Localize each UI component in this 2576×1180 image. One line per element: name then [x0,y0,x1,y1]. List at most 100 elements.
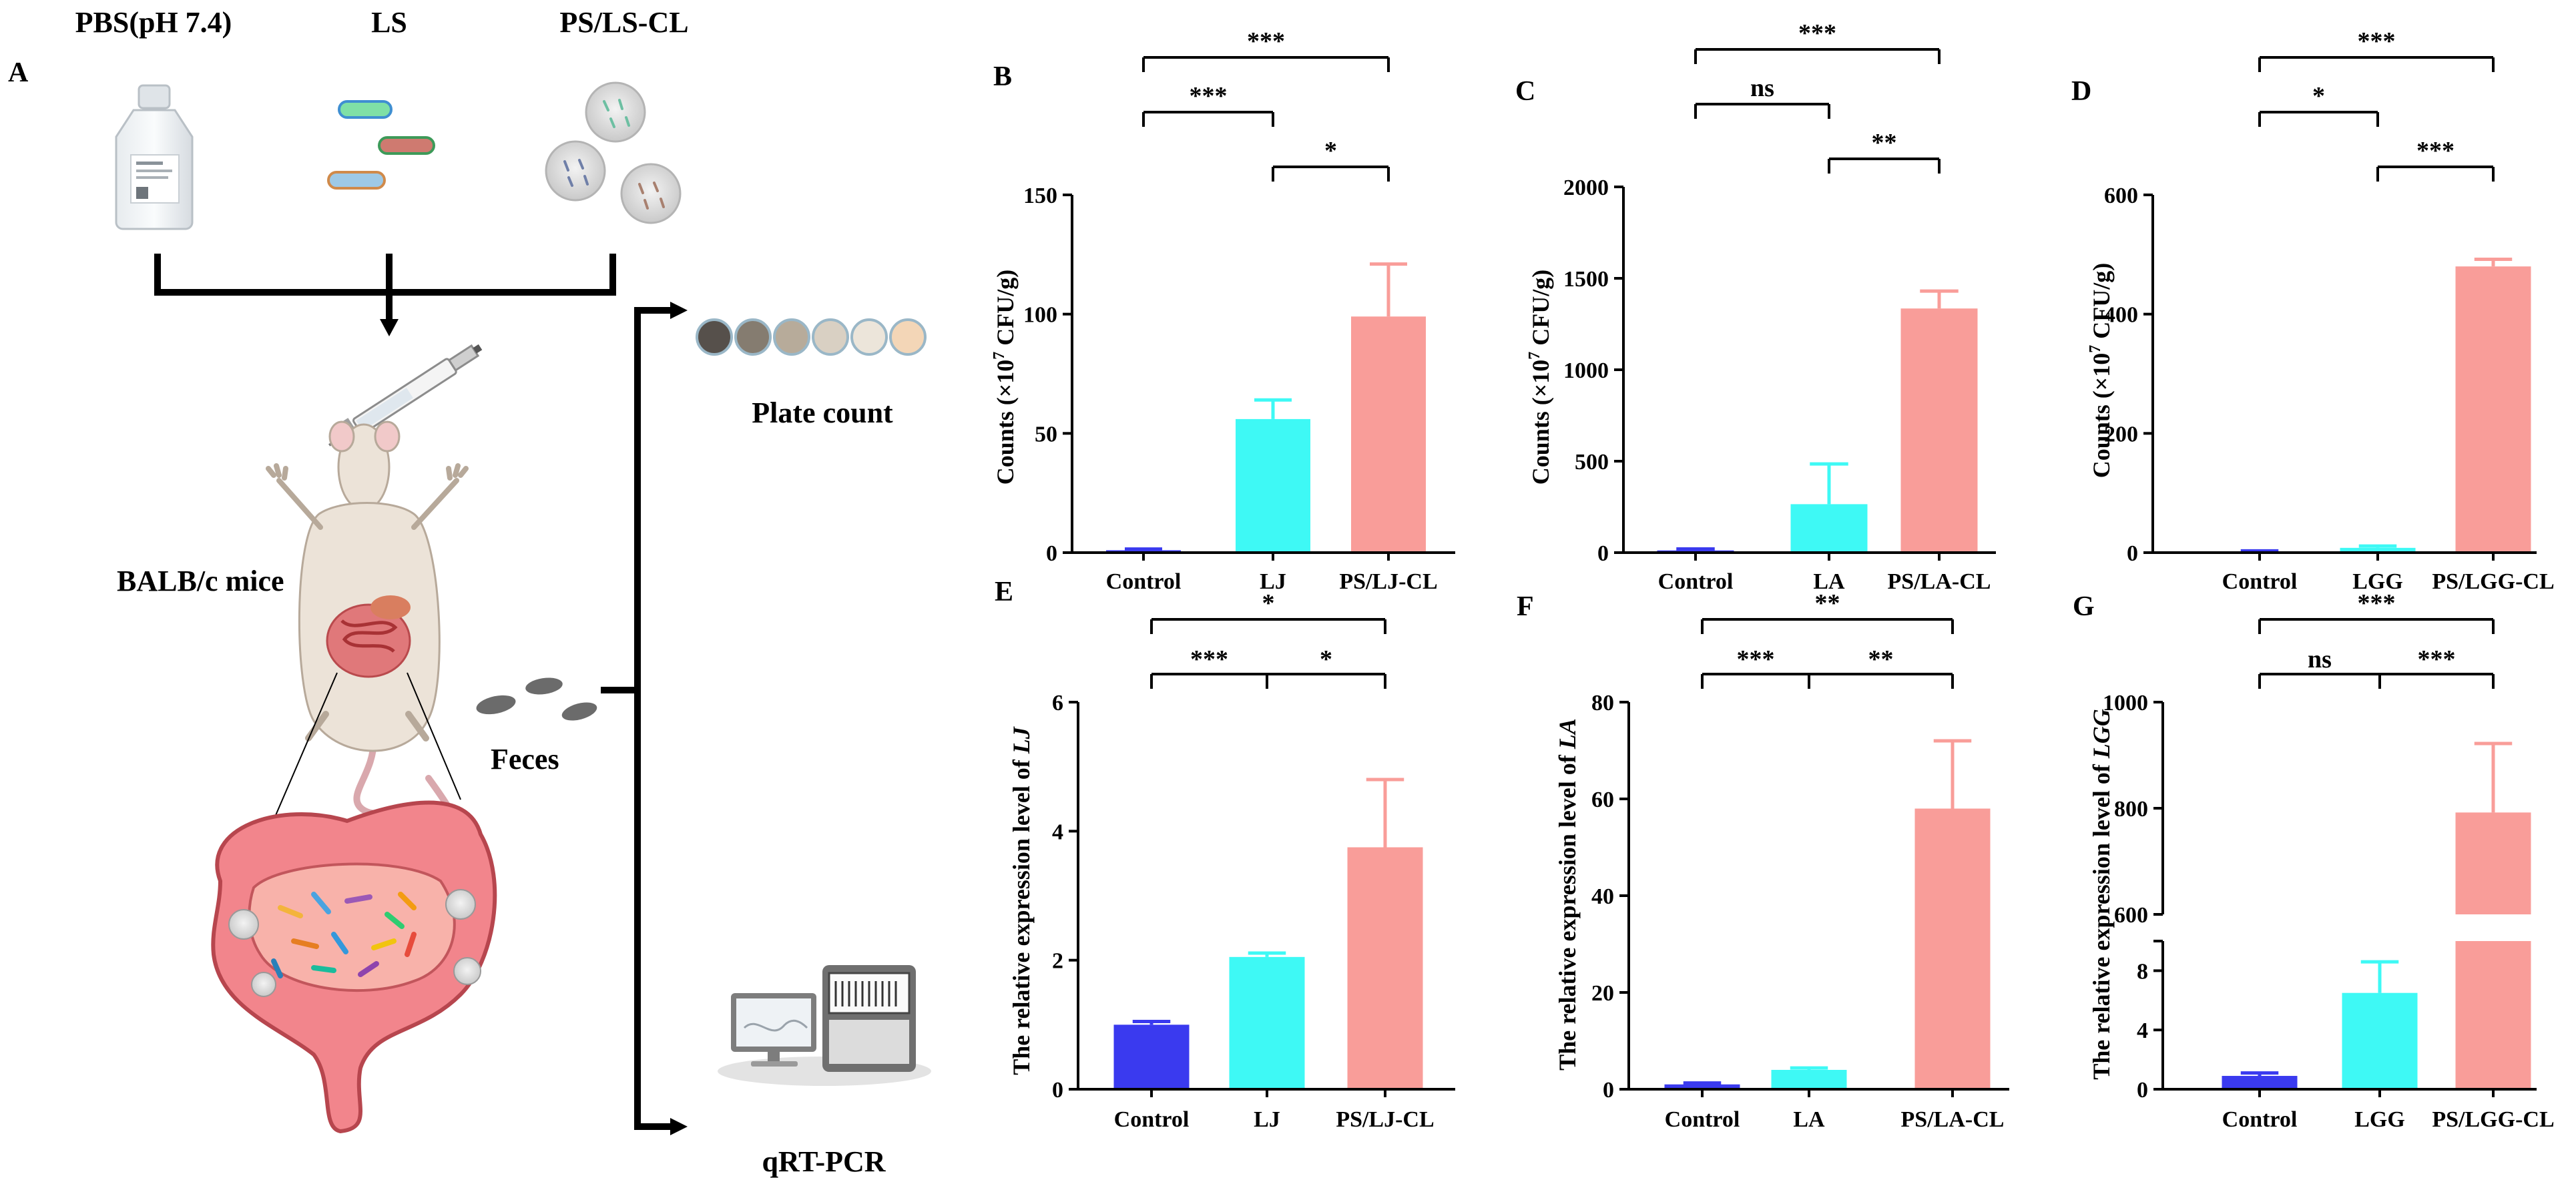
x-tick-label: PS/LJ-CL [1336,1107,1434,1132]
x-tick-label: Control [1665,1107,1740,1132]
bar-PS/LA-CL [1914,808,1991,1089]
x-tick-label: LJ [1254,1107,1280,1132]
y-tick-label: 150 [1023,184,1057,208]
plate-count-label: Plate count [752,396,893,429]
y-tick-label: 600 [2114,903,2148,928]
bar-PS/LJ-CL [1347,847,1423,1089]
panel-letter: B [993,61,1012,92]
intestine-icon [211,800,497,1134]
y-tick-label: 60 [1591,788,1614,812]
bar-PS/LGG-CL [2455,266,2531,553]
significance-label: *** [2358,27,2396,55]
y-tick-label: 0 [2137,1078,2148,1103]
y-tick-label: 50 [1035,422,1057,447]
y-axis-label-main: The relative expression level of [1008,754,1035,1075]
panel-letter: D [2071,76,2091,107]
pcr-machine-icon [718,965,931,1086]
significance-label: *** [1190,82,1228,110]
y-axis-label: The relative expression level of LA [1554,718,1581,1071]
panel-letter: C [1515,76,1535,107]
bar-PS/LJ-CL [1351,316,1426,553]
y-tick-label: 1000 [2103,691,2148,715]
x-tick-label: LA [1793,1107,1825,1132]
y-tick-label: 0 [1046,541,1057,566]
y-tick-label: 1500 [1563,267,1609,292]
y-tick-label: 0 [1052,1078,1063,1103]
schematic-panel: A PBS(pH 7.4) LS PS/LS-CL [8,6,931,1178]
y-axis-label: The relative expression level of LGG [2088,709,2115,1080]
y-tick-label: 2 [1052,949,1063,974]
y-axis-label-exponent: 7 [991,352,1008,360]
y-axis-label-exponent: 7 [2087,345,2104,353]
significance-label: *** [1798,19,1836,47]
y-tick-label: 40 [1591,884,1614,909]
x-tick-label: Control [1106,569,1182,594]
y-axis-label-main: Counts (×10 [2088,353,2115,479]
chart-panel-e: E Control LJ PS/LJ-CL 0 2 4 6 The relative expre… [995,577,1455,1132]
significance-label: * [1324,137,1337,165]
y-axis-label: Counts (×107 CFU/g) [2087,263,2115,479]
bar-PS/LA-CL [1900,308,1978,553]
y-axis-label-tail: CFU/g) [992,270,1019,352]
chart-panel-b: B Control LJ PS/LJ-CL 0 50 100 150 Counts (×107 … [991,27,1455,594]
x-tick-label: Control [2222,569,2298,594]
x-tick-label: Control [1658,569,1734,594]
chart-panel-d: D Control LGG PS/LGG-CL 0 200 400 600 Counts (×1… [2071,27,2555,594]
merge-connector [154,254,616,322]
y-tick-label: 800 [2114,797,2148,822]
x-tick-label: LJ [1260,569,1286,594]
bottle-icon [115,84,194,230]
bar-LA [1790,504,1868,553]
y-tick-label: 200 [2104,422,2138,447]
significance-label: ** [1815,589,1840,617]
y-tick-label: 1000 [1563,358,1609,383]
y-axis-label-exponent: 7 [1526,352,1543,360]
group-label-ps-ls-cl: PS/LS-CL [559,6,688,39]
y-tick-label: 20 [1591,981,1614,1006]
significance-label: *** [1247,27,1285,55]
bar-PS/LGG-CL [2455,812,2531,914]
significance-label: *** [1737,645,1775,673]
y-tick-label: 4 [1052,820,1063,844]
significance-label: *** [2358,589,2396,617]
bar-Control [2222,1076,2298,1089]
significance-label: *** [2418,645,2456,673]
bar-Control [1113,1024,1190,1089]
x-tick-label: PS/LGG-CL [2432,569,2554,594]
y-axis-label: Counts (×107 CFU/g) [991,270,1019,485]
x-tick-label: LA [1813,569,1845,594]
down-arrow-icon [380,319,399,336]
y-tick-label: 6 [1052,691,1063,715]
mouse-label: BALB/c mice [117,565,284,597]
x-tick-label: PS/LGG-CL [2432,1107,2554,1132]
y-axis-label: Counts (×107 CFU/g) [1526,270,1554,485]
y-axis-label-tail: CFU/g) [1527,270,1554,352]
y-tick-label: 0 [1603,1078,1614,1103]
y-tick-label: 4 [2137,1018,2148,1043]
bar-Control [1664,1084,1740,1089]
x-tick-label: PS/LA-CL [1888,569,1991,594]
zoom-line-right [407,672,461,800]
panel-letter: G [2073,591,2095,622]
significance-label: * [1320,645,1332,673]
x-tick-label: LGG [2352,569,2403,594]
significance-label: ** [1868,645,1894,673]
x-tick-label: Control [2222,1107,2298,1132]
significance-label: ns [2308,645,2332,673]
y-tick-label: 80 [1591,691,1614,715]
y-axis-label: The relative expression level of LJ [1008,726,1035,1075]
y-axis-label-main: Counts (×10 [1527,360,1554,485]
chart-panel-f: F Control LA PS/LA-CL 0 20 40 60 80 The relative … [1517,589,2009,1132]
group-label-ls: LS [371,6,407,39]
split-connector [601,307,674,1130]
y-tick-label: 2000 [1563,176,1609,200]
bacteria-icon [327,100,435,190]
bar-LGG [2342,992,2418,1089]
significance-label: ** [1872,129,1897,157]
y-tick-label: 400 [2104,303,2138,328]
y-axis-label-italic: LA [1554,718,1581,750]
significance-label: * [2312,82,2325,110]
microsphere-icon [545,81,682,224]
bar-LJ [1229,956,1305,1089]
